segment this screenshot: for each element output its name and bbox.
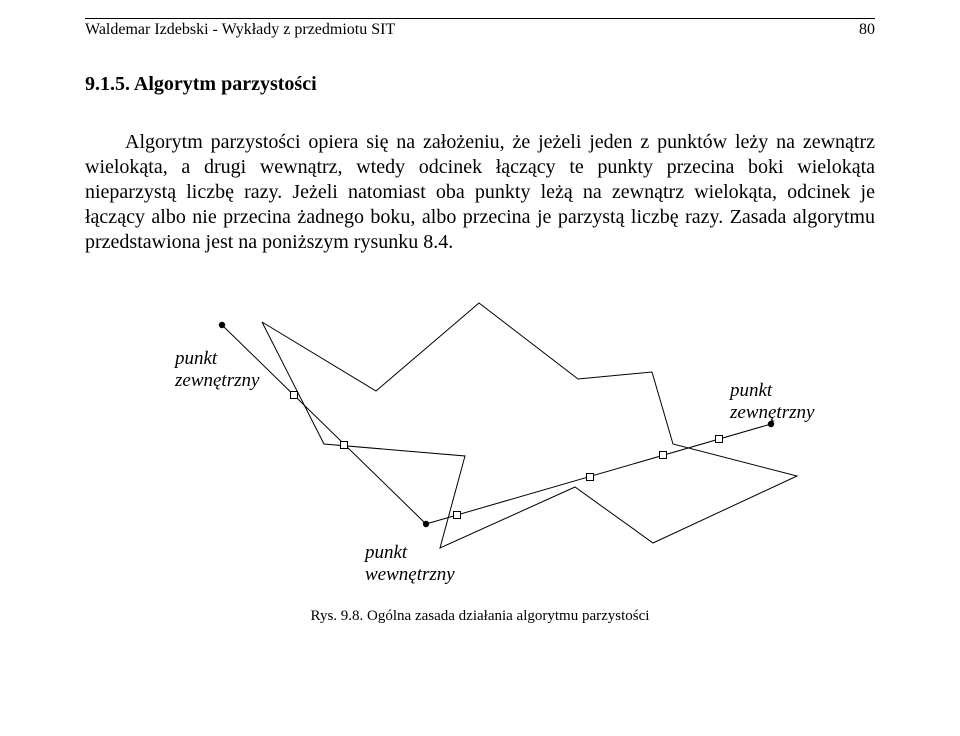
running-header: Waldemar Izdebski - Wykłady z przedmiotu… bbox=[85, 19, 875, 39]
figure-label: punkt zewnętrzny bbox=[730, 380, 814, 424]
header-page-number: 80 bbox=[859, 21, 875, 39]
header-left: Waldemar Izdebski - Wykłady z przedmiotu… bbox=[85, 21, 395, 39]
figure-label: punkt zewnętrzny bbox=[175, 348, 259, 392]
page: Waldemar Izdebski - Wykłady z przedmiotu… bbox=[0, 18, 960, 736]
figure-label: punkt wewnętrzny bbox=[365, 542, 455, 586]
figure-caption: Rys. 9.8. Ogólna zasada działania algory… bbox=[85, 608, 875, 625]
body-paragraph: Algorytm parzystości opiera się na założ… bbox=[85, 130, 875, 255]
figure-svg bbox=[90, 280, 870, 590]
section-heading: 9.1.5. Algorytm parzystości bbox=[85, 73, 875, 96]
figure-parity-algorithm: punkt zewnętrzny punkt wewnętrzny punkt ze… bbox=[90, 280, 870, 590]
